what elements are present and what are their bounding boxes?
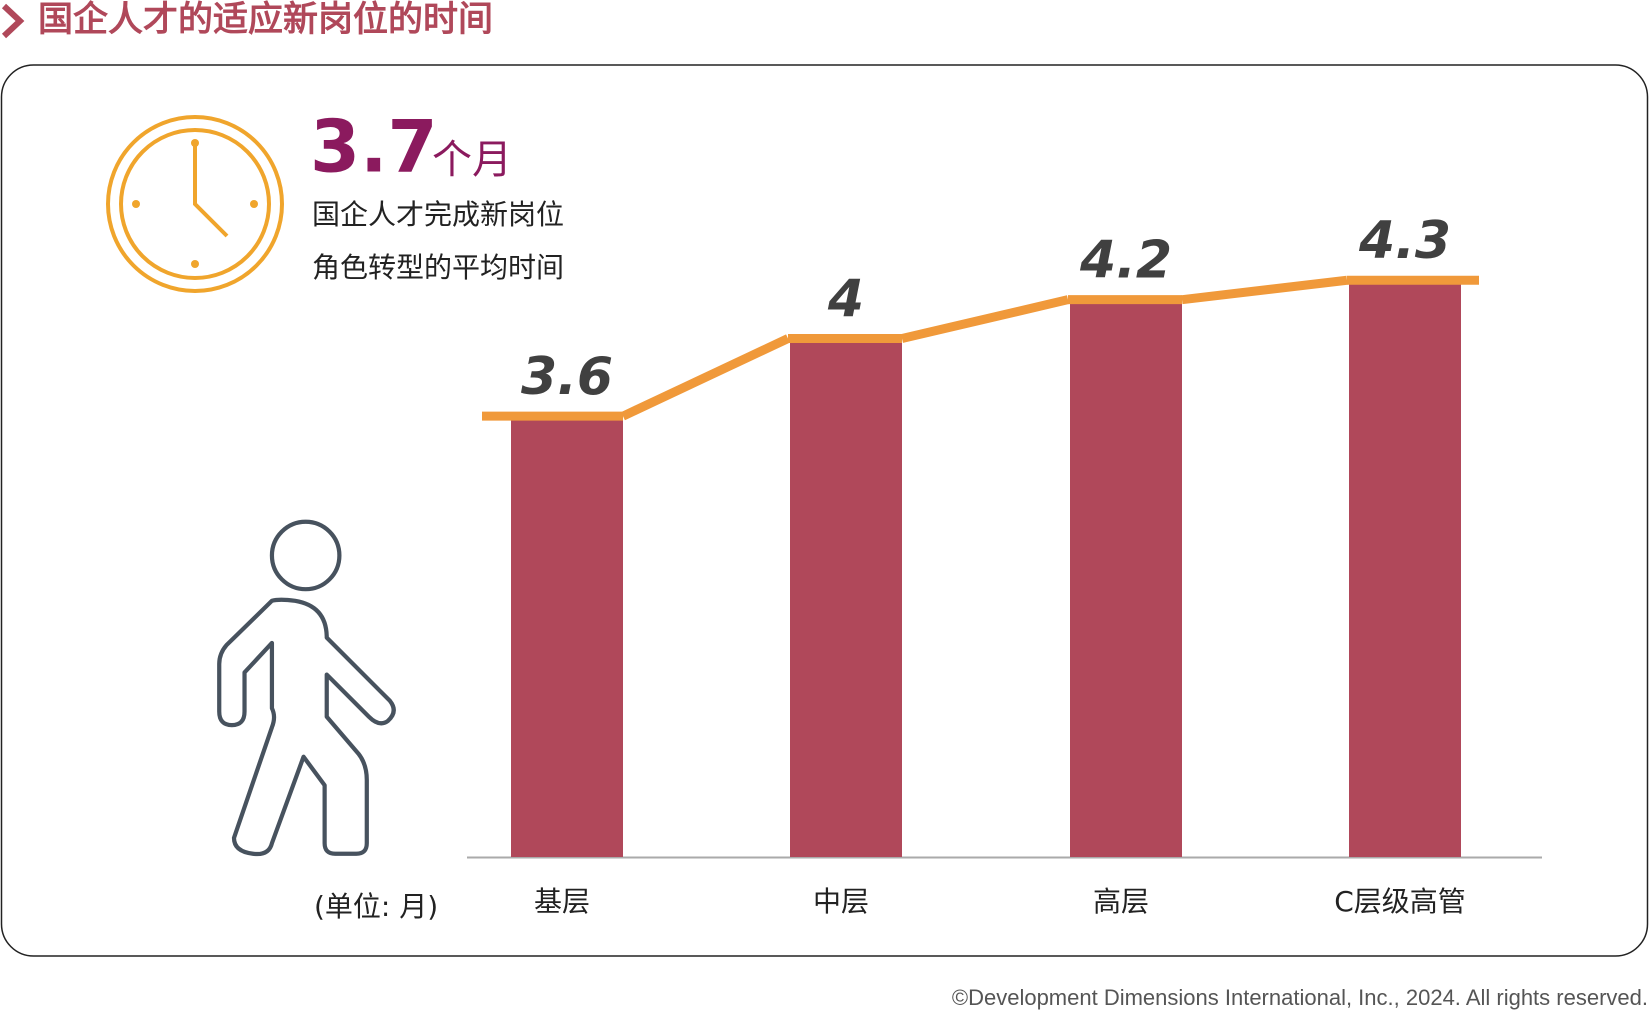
value-label: 4.3 — [1358, 211, 1451, 271]
highlight-value: 3.7 — [310, 105, 438, 189]
line-connector — [1181, 275, 1348, 305]
highlight-unit: 个月 — [432, 137, 512, 183]
value-label: 4 — [827, 269, 864, 329]
clock-icon — [106, 115, 284, 293]
chevron — [1, 3, 25, 39]
walker-icon — [217, 519, 396, 857]
x-tick-label: 中层 — [813, 885, 869, 918]
line-connector — [900, 295, 1070, 343]
bar — [790, 342, 902, 857]
x-tick-label: C层级高管 — [1334, 885, 1466, 918]
highlight-line: 国企人才完成新岗位 — [312, 198, 564, 231]
value-label: 3.6 — [521, 347, 613, 407]
panel — [0, 64, 1649, 957]
bar — [1070, 303, 1182, 858]
line-connector — [621, 334, 790, 421]
bar — [1349, 284, 1461, 857]
footer: ©Development Dimensions International, I… — [952, 985, 1648, 1010]
bar — [511, 420, 623, 857]
value-label: 4.2 — [1079, 231, 1172, 291]
page-title: 国企人才的适应新岗位的时间 — [38, 0, 493, 40]
highlight-line: 角色转型的平均时间 — [312, 251, 564, 284]
x-tick-label: 基层 — [534, 885, 590, 918]
unit-note: (单位: 月) — [314, 890, 438, 923]
x-tick-label: 高层 — [1093, 885, 1149, 918]
